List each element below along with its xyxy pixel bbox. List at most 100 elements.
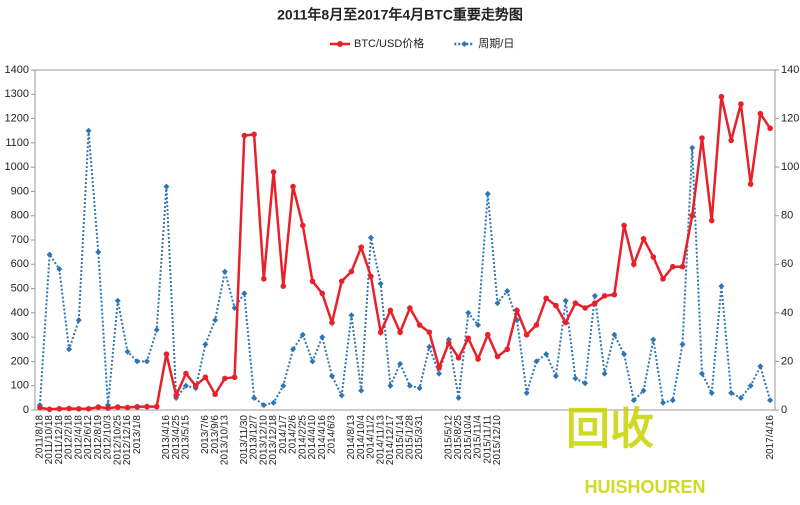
point xyxy=(105,405,111,411)
y2-tick-label: 140 xyxy=(781,64,799,76)
point xyxy=(747,382,754,389)
y-tick-label: 1300 xyxy=(5,88,29,100)
point xyxy=(426,329,433,336)
x-tick-label: 2013/12/7 xyxy=(249,415,260,460)
point xyxy=(416,322,423,328)
plot-area xyxy=(34,69,776,411)
point xyxy=(153,403,160,410)
y-tick-label: 100 xyxy=(11,380,29,392)
point xyxy=(562,297,569,304)
point xyxy=(95,404,102,410)
point xyxy=(708,390,715,396)
point xyxy=(436,364,442,371)
point xyxy=(75,317,82,324)
point xyxy=(192,382,199,389)
y-tick-label: 0 xyxy=(23,404,29,416)
point xyxy=(46,406,53,413)
point xyxy=(455,354,462,361)
point xyxy=(309,278,316,285)
x-tick-label: 2011/12/18 xyxy=(54,415,65,465)
point xyxy=(231,374,238,381)
point xyxy=(533,358,540,365)
point xyxy=(212,391,218,398)
point xyxy=(144,403,150,410)
x-tick-label: 2014/8/13 xyxy=(346,415,357,460)
point xyxy=(124,348,131,355)
x-tick-label: 2013/10/13 xyxy=(220,415,231,465)
point xyxy=(114,404,121,410)
point xyxy=(475,322,482,328)
x-tick-label: 2015/3/31 xyxy=(414,415,425,460)
y2-tick-label: 60 xyxy=(781,258,793,270)
point xyxy=(114,297,121,304)
point xyxy=(757,110,764,117)
x-tick-label: 2015/1/14 xyxy=(395,415,406,460)
point xyxy=(260,402,267,409)
legend-marker xyxy=(461,41,468,47)
point xyxy=(523,390,530,396)
x-tick-label: 2015/1/28 xyxy=(405,415,416,460)
x-tick-label: 2013/9/6 xyxy=(210,415,221,454)
chart-title: 2011年8月至2017年4月BTC重要走势图 xyxy=(277,7,523,23)
x-tick-label: 2015/8/25 xyxy=(453,415,464,460)
point xyxy=(387,382,394,389)
point xyxy=(699,135,705,141)
point xyxy=(66,346,73,353)
point xyxy=(221,268,228,275)
point xyxy=(124,404,131,411)
point xyxy=(66,405,72,412)
point xyxy=(601,370,608,377)
x-tick-label: 2014/1/7 xyxy=(278,415,289,454)
y2-tick-label: 40 xyxy=(781,307,793,319)
point xyxy=(416,385,423,392)
point xyxy=(523,331,530,338)
watermark-text: HUISHOUREN xyxy=(584,477,705,497)
x-tick-label: 2013/12/18 xyxy=(268,415,279,465)
point xyxy=(650,336,657,343)
point xyxy=(309,358,316,365)
y2-tick-label: 20 xyxy=(781,355,793,367)
x-tick-label: 2015/12/10 xyxy=(492,415,503,465)
x-tick-label: 2014/12/17 xyxy=(385,415,396,465)
x-tick-label: 2013/1/8 xyxy=(132,415,143,454)
point xyxy=(436,370,443,377)
point xyxy=(504,346,511,353)
watermark-logo: 回收 xyxy=(566,405,654,454)
point xyxy=(592,300,598,306)
point xyxy=(85,127,92,134)
watermark: 回收 HUISHOUREN xyxy=(566,405,706,497)
point xyxy=(747,181,754,187)
point xyxy=(426,343,433,350)
x-tick-label: 2014/4/16 xyxy=(317,415,328,460)
point xyxy=(76,405,82,412)
point xyxy=(348,268,355,275)
legend-marker xyxy=(337,41,343,47)
point xyxy=(660,276,666,282)
point xyxy=(465,335,472,342)
y-tick-label: 1100 xyxy=(5,137,29,149)
point xyxy=(631,261,637,268)
point xyxy=(640,387,647,394)
point xyxy=(56,266,63,273)
y-tick-label: 1000 xyxy=(5,161,29,173)
point xyxy=(572,375,579,382)
point xyxy=(290,183,296,190)
point xyxy=(280,382,287,389)
y-tick-label: 800 xyxy=(11,210,29,222)
point xyxy=(56,405,63,412)
x-tick-label: 2015/11/11 xyxy=(482,415,493,464)
point xyxy=(173,392,179,399)
point xyxy=(630,397,637,404)
point xyxy=(299,222,306,229)
point xyxy=(397,360,404,367)
point xyxy=(319,290,326,297)
point xyxy=(163,183,170,190)
point xyxy=(737,394,744,401)
y2-tick-label: 120 xyxy=(781,112,799,124)
point xyxy=(377,280,384,287)
point xyxy=(494,353,501,360)
y-tick-label: 200 xyxy=(11,355,29,367)
point xyxy=(270,399,277,406)
point xyxy=(202,341,209,348)
point xyxy=(611,331,618,338)
